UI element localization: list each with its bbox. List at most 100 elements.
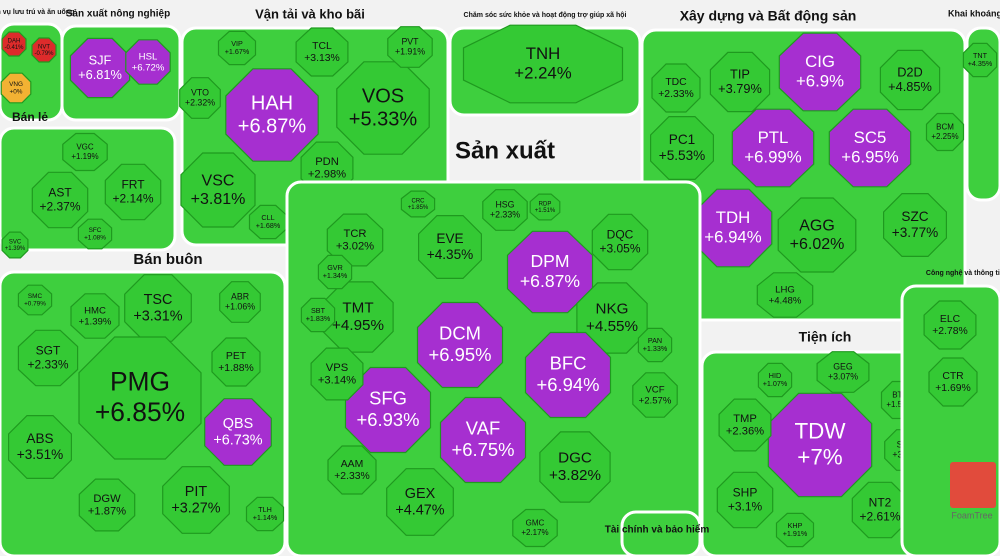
stock-cell: [62, 132, 108, 172]
stock-ticker: ELC: [940, 314, 961, 325]
stock-cell: [204, 398, 272, 466]
sector-title: Chăm sóc sức khỏe và hoạt động trợ giúp …: [464, 12, 627, 19]
stock-cell: [416, 301, 504, 389]
stock-ticker: VSC: [202, 172, 235, 189]
stock-ticker: GVR: [327, 263, 343, 272]
sector-title: Khai khoáng: [948, 8, 1000, 18]
stock-change: +1.51%: [535, 208, 556, 214]
stock-change: +7%: [797, 444, 843, 469]
stock-cell: [928, 357, 978, 407]
stock-cell: [78, 478, 136, 532]
stock-cell: [482, 189, 528, 231]
stock-ticker: KHP: [788, 521, 803, 530]
stock-cell: [462, 24, 624, 104]
stock-ticker: PIT: [185, 484, 208, 500]
logo-box: [950, 462, 996, 508]
stock-change: +6.72%: [132, 62, 165, 73]
stock-ticker: SBT: [311, 306, 326, 315]
stock-cell: [386, 468, 454, 536]
stock-ticker: PTL: [758, 128, 789, 147]
stock-ticker: TNT: [973, 51, 988, 60]
stock-ticker: AAM: [341, 459, 364, 470]
stock-change: +1.34%: [323, 271, 348, 280]
stock-cell: [245, 496, 285, 532]
stock-ticker: HSG: [495, 199, 514, 209]
sector-title: Vận tải và kho bãi: [255, 6, 365, 21]
stock-ticker: BTP: [892, 391, 908, 400]
stock-ticker: BCM: [936, 123, 954, 132]
stock-cell: [418, 215, 482, 279]
stock-change: +4.35%: [427, 247, 473, 262]
stock-change: +3.77%: [892, 225, 938, 240]
stock-cell: [387, 26, 433, 68]
stock-change: +0%: [10, 89, 23, 96]
stock-change: +1.07%: [763, 379, 788, 388]
stock-cell: [317, 254, 353, 290]
stock-change: +1.67%: [225, 47, 250, 56]
stock-change: +1.69%: [935, 383, 971, 394]
stock-ticker: FRT: [121, 178, 145, 192]
stock-cell: [632, 372, 678, 418]
stock-cell: [637, 327, 673, 363]
stock-cell: [777, 197, 857, 273]
stock-cell: [879, 49, 941, 111]
stock-change: +1.68%: [256, 221, 281, 230]
stock-change: +1.88%: [218, 363, 254, 374]
stock-ticker: HID: [769, 371, 781, 380]
stock-cell: [336, 61, 430, 155]
stock-ticker: TMT: [342, 300, 373, 317]
stock-ticker: VGC: [76, 143, 94, 152]
stock-ticker: VTO: [191, 87, 209, 97]
stock-cell: [962, 42, 998, 78]
stock-ticker: SGT: [36, 344, 61, 358]
stock-cell: [816, 351, 870, 393]
sector-title: Tiện ích: [799, 329, 852, 345]
stock-ticker: GEX: [405, 486, 436, 502]
stock-change: +1.06%: [225, 302, 255, 312]
stock-ticker: PMG: [110, 366, 170, 396]
stock-cell: [757, 362, 793, 398]
stock-change: +3.1%: [728, 499, 763, 513]
stock-ticker: TIP: [730, 66, 750, 81]
stock-ticker: BFC: [550, 353, 587, 374]
stock-change: +1.52%: [886, 400, 913, 409]
stock-cell: [31, 37, 57, 63]
stock-ticker: PC1: [669, 132, 695, 147]
stock-change: +3.02%: [336, 241, 374, 253]
stock-change: +2.57%: [639, 395, 672, 406]
logo: FoamTree: [951, 510, 992, 520]
stock-cell: [295, 27, 349, 77]
stock-change: +3.82%: [549, 467, 601, 484]
stock-cell: [512, 508, 558, 548]
stock-ticker: TMP: [733, 413, 757, 425]
stock-ticker: SVC: [9, 239, 22, 245]
stock-cell: [125, 39, 171, 85]
stock-change: +2.37%: [39, 199, 80, 213]
stock-change: +6.99%: [744, 148, 801, 167]
stock-change: +6.85%: [95, 397, 185, 427]
sector-title: Bán buôn: [133, 251, 202, 268]
stock-ticker: VOS: [362, 85, 404, 107]
stock-change: +6.95%: [841, 148, 898, 167]
stock-cell: [651, 63, 701, 113]
stock-ticker: GMC: [526, 519, 545, 528]
stock-cell: [576, 282, 648, 354]
stock-ticker: SFG: [369, 388, 407, 409]
stock-change: +2.33%: [334, 471, 370, 482]
stock-change: +4.35%: [968, 59, 993, 68]
stock-ticker: VPS: [326, 362, 348, 374]
stock-change: +1.33%: [643, 344, 668, 353]
stock-ticker: TDC: [665, 77, 687, 88]
stock-cell: [31, 171, 89, 229]
sector-panel: [620, 510, 702, 556]
stock-ticker: TDH: [716, 208, 751, 227]
stock-change: +4.47%: [395, 502, 444, 518]
stock-cell: [17, 329, 79, 387]
stock-cell: [778, 32, 862, 112]
stock-change: -0.79%: [34, 51, 54, 57]
stock-ticker: TCR: [344, 228, 367, 240]
stock-change: +1.14%: [253, 513, 278, 522]
stock-cell: [326, 213, 384, 267]
stock-change: +3.05%: [599, 241, 640, 255]
